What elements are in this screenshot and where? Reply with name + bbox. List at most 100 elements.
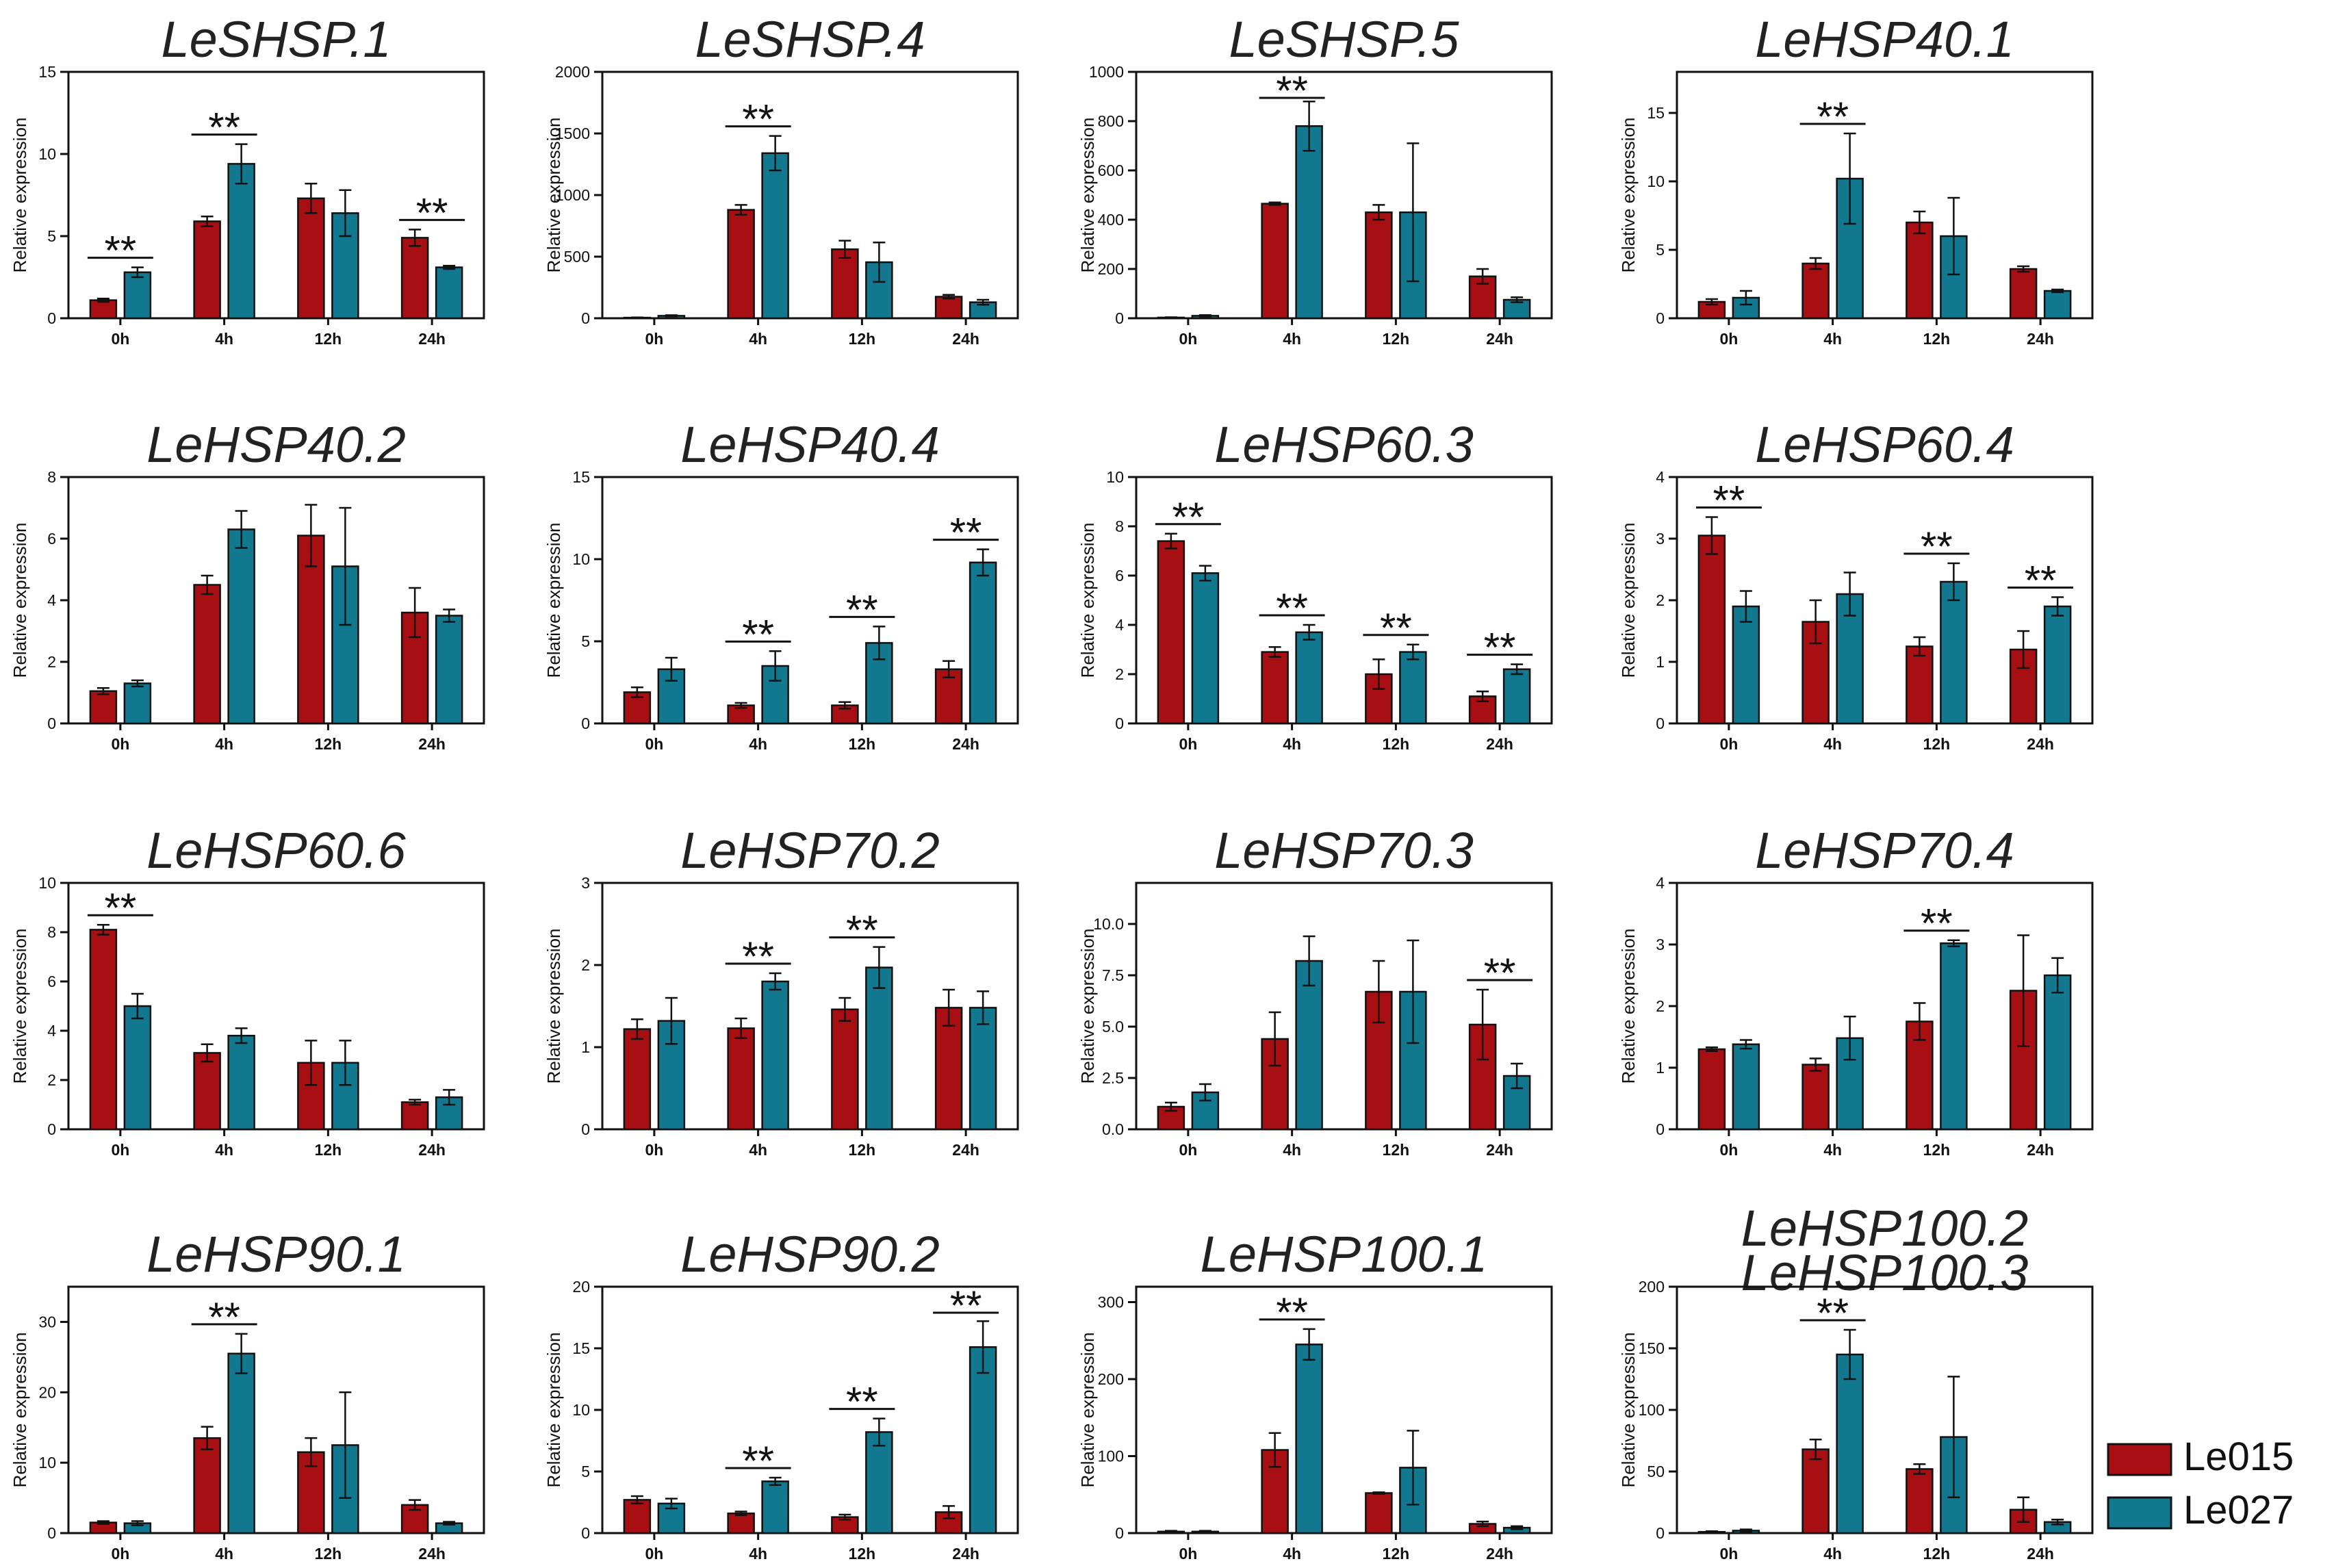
y-tick-label: 2: [581, 956, 590, 974]
y-tick-label: 7.5: [1102, 966, 1124, 984]
y-tick-label: 20: [572, 1278, 590, 1296]
significance-marker: **: [950, 1283, 982, 1328]
x-tick-label: 4h: [1283, 1545, 1301, 1563]
y-tick-label: 0: [1656, 1524, 1665, 1542]
y-tick-label: 15: [1647, 104, 1665, 122]
y-tick-label: 10: [38, 874, 56, 892]
bar-le015-4h: [1801, 1064, 1830, 1131]
y-tick-label: 500: [564, 248, 590, 266]
x-tick-label: 24h: [418, 735, 446, 753]
bar-le027-0h: [1191, 572, 1220, 725]
y-tick-label: 10.0: [1093, 915, 1124, 933]
y-axis-label: Relative expression: [1618, 523, 1639, 678]
chart-title: LeHSP60.3: [1214, 416, 1474, 473]
y-tick-label: 10: [38, 1454, 56, 1471]
chart-subtitle: LeHSP100.3: [1741, 1244, 2029, 1301]
bar-le027-0h: [1732, 605, 1760, 725]
x-tick-label: 12h: [849, 735, 876, 753]
bar-le027-24h: [2043, 290, 2072, 320]
y-tick-label: 1: [1656, 653, 1665, 671]
bar-le027-4h: [227, 528, 255, 725]
y-tick-label: 200: [1098, 1370, 1124, 1388]
x-tick-label: 24h: [952, 1545, 979, 1563]
y-tick-label: 2000: [555, 63, 590, 81]
panel-lehsp60-6: LeHSP60.6 0 2 4 6 8 10 Relative expression 0h 4h 1…: [10, 822, 485, 1159]
y-tick-label: 0: [581, 715, 590, 732]
bar-le027-4h: [761, 152, 789, 320]
panel-lehsp40-4: LeHSP40.4 0 5 10 15 Relative expression 0h 4h 12…: [543, 416, 1019, 753]
y-tick-label: 0: [1115, 715, 1124, 732]
panel-leshsp-5: LeSHSP.5 0 200 400 600 800 1000 Relative expres…: [1077, 11, 1553, 348]
bar-le027-4h: [227, 1352, 255, 1534]
bar-le015-0h: [89, 299, 118, 320]
legend-swatch-le027: [2107, 1496, 2172, 1530]
panel-lehsp100-1: LeHSP100.1 0 100 200 300 Relative expression 0…: [1077, 1226, 1553, 1563]
y-tick-label: 200: [1098, 260, 1124, 278]
panel-lehsp90-1: LeHSP90.1 0 10 20 30 Relative expression 0h 4h 1…: [10, 1226, 485, 1563]
y-tick-label: 2.5: [1102, 1069, 1124, 1087]
x-tick-label: 12h: [1923, 330, 1951, 348]
significance-marker: **: [1484, 950, 1516, 996]
bar-le027-4h: [227, 1034, 255, 1131]
x-tick-label: 4h: [1283, 735, 1301, 753]
y-tick-label: 1000: [555, 186, 590, 204]
bar-le015-12h: [831, 1008, 859, 1131]
bar-le027-4h: [761, 980, 789, 1131]
significance-marker: **: [1484, 625, 1516, 671]
plot-frame: [1676, 70, 2094, 320]
y-tick-label: 20: [38, 1383, 56, 1401]
x-tick-label: 12h: [315, 1141, 342, 1159]
bar-le027-4h: [1295, 125, 1323, 320]
y-tick-label: 6: [47, 973, 56, 990]
chart-title: LeHSP90.2: [680, 1226, 940, 1283]
y-tick-label: 15: [38, 63, 56, 81]
y-tick-label: 10: [572, 550, 590, 568]
plot-frame: [601, 476, 1019, 725]
x-tick-label: 0h: [1179, 330, 1197, 348]
bar-le015-12h: [1365, 1492, 1393, 1534]
x-tick-label: 0h: [111, 1545, 129, 1563]
significance-marker: **: [1817, 1290, 1849, 1336]
x-tick-label: 4h: [215, 735, 233, 753]
y-tick-label: 30: [38, 1313, 56, 1331]
y-tick-label: 8: [47, 468, 56, 486]
bar-le015-12h: [297, 197, 325, 320]
x-tick-label: 12h: [1383, 1545, 1410, 1563]
plot-frame: [601, 882, 1019, 1131]
y-tick-label: 0: [581, 309, 590, 327]
y-tick-label: 0: [47, 309, 56, 327]
y-axis-label: Relative expression: [543, 929, 564, 1084]
y-tick-label: 50: [1647, 1463, 1665, 1480]
plot-frame: [1676, 1285, 2094, 1534]
bar-le027-12h: [865, 642, 893, 725]
bar-le027-12h: [1399, 651, 1427, 725]
x-tick-label: 12h: [1923, 1141, 1951, 1159]
panel-leshsp-4: LeSHSP.4 0 500 1000 1500 2000 Relative express…: [543, 11, 1019, 348]
y-axis-label: Relative expression: [1618, 118, 1639, 273]
x-tick-label: 12h: [315, 1545, 342, 1563]
y-axis-label: Relative expression: [543, 1333, 564, 1488]
x-tick-label: 24h: [952, 735, 979, 753]
chart-title: LeHSP70.2: [680, 822, 940, 879]
significance-marker: **: [1817, 94, 1849, 140]
x-tick-label: 12h: [849, 1545, 876, 1563]
x-tick-label: 4h: [1823, 1141, 1842, 1159]
legend-swatch-le015: [2107, 1443, 2172, 1476]
x-tick-label: 12h: [315, 330, 342, 348]
y-tick-label: 10: [1647, 172, 1665, 190]
bar-le015-0h: [1157, 540, 1185, 725]
panel-lehsp40-1: LeHSP40.1 0 5 10 15 Relative expression 0h 4h 12…: [1618, 11, 2094, 348]
y-tick-label: 10: [1106, 468, 1124, 486]
significance-marker: **: [1921, 524, 1953, 569]
y-tick-label: 800: [1098, 112, 1124, 130]
bar-le015-24h: [400, 237, 429, 320]
chart-title: LeHSP70.4: [1755, 822, 2014, 879]
panel-lehsp70-2: LeHSP70.2 0 1 2 3 Relative expression 0h 4h 12h 2…: [543, 822, 1019, 1159]
y-tick-label: 0: [47, 1120, 56, 1138]
significance-marker: **: [1276, 68, 1308, 114]
bar-le015-4h: [1261, 203, 1289, 320]
y-tick-label: 15: [572, 1339, 590, 1357]
x-tick-label: 0h: [645, 1545, 663, 1563]
